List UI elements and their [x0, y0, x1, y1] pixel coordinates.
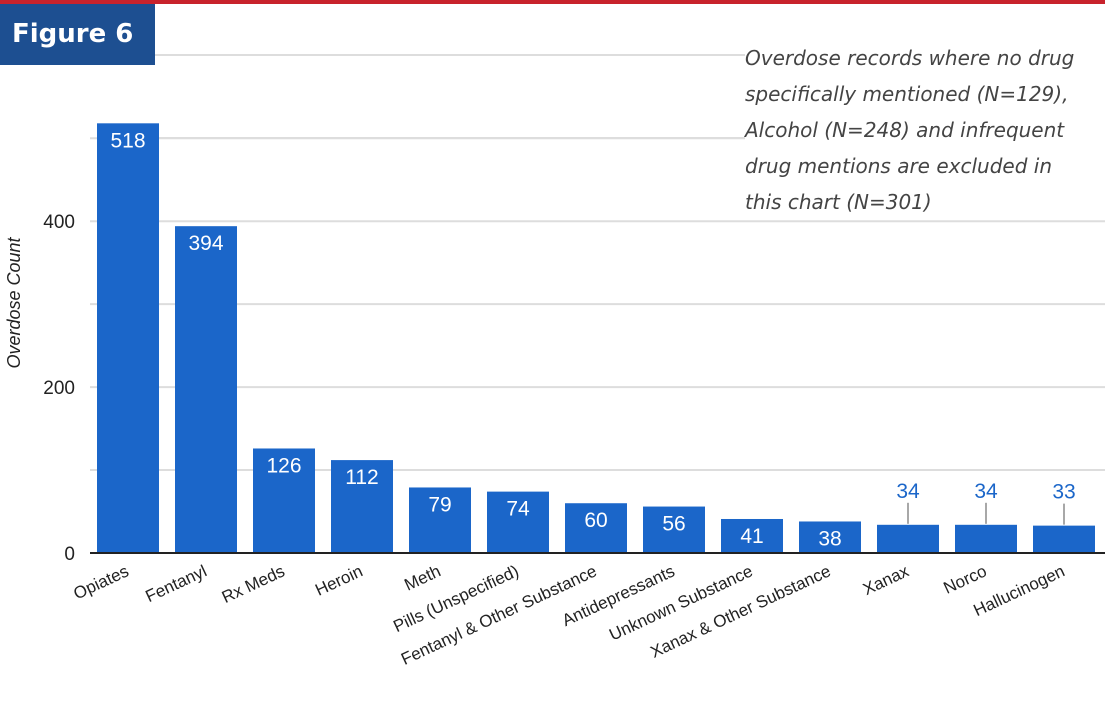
bar	[1033, 525, 1095, 553]
x-category-label: Fentanyl	[143, 561, 210, 606]
y-axis-label: Overdose Count	[4, 236, 24, 368]
data-label: 518	[110, 129, 145, 152]
figure-label: Figure 6	[0, 4, 155, 65]
data-label: 126	[266, 454, 301, 477]
y-tick-label: 400	[43, 212, 75, 233]
chart-note-line: this chart (N=301)	[745, 190, 932, 214]
chart-note-line: Alcohol (N=248) and infrequent	[745, 118, 1065, 142]
data-label: 60	[584, 509, 607, 532]
bar	[643, 506, 705, 553]
data-label: 41	[740, 525, 763, 548]
data-label: 112	[345, 466, 378, 489]
bar	[331, 460, 393, 553]
bar	[97, 123, 159, 553]
bar	[877, 524, 939, 553]
data-label: 34	[896, 480, 920, 503]
bar	[409, 487, 471, 553]
data-label: 74	[506, 498, 530, 521]
bar	[487, 491, 549, 553]
y-tick-label: 0	[64, 544, 75, 565]
x-category-label: Heroin	[312, 561, 365, 599]
x-category-label: Opiates	[71, 561, 132, 603]
x-category-label: Meth	[401, 561, 443, 594]
chart-note: Overdose records where no drug specifica…	[745, 40, 1105, 220]
bar	[253, 448, 315, 553]
data-label: 79	[428, 493, 451, 516]
data-label: 394	[188, 232, 223, 255]
x-category-label: Xanax	[860, 561, 912, 599]
chart-note-line: Overdose records where no drug	[745, 46, 1075, 70]
chart-note-line: specifically mentioned (N=129),	[745, 82, 1069, 106]
data-label: 56	[662, 513, 685, 536]
bar	[955, 524, 1017, 553]
y-axis-ticks: 0 200 400	[43, 212, 75, 565]
bar	[799, 521, 861, 553]
top-rule	[0, 0, 1105, 4]
bar	[565, 503, 627, 553]
y-tick-label: 200	[43, 378, 75, 399]
x-category-label: Rx Meds	[219, 561, 288, 607]
bars	[97, 123, 1095, 553]
data-label: 34	[974, 480, 998, 503]
data-labels: 518 394 126 112 79 74 60 56 41 38 34 34 33	[110, 129, 1075, 550]
x-category-label: Norco	[941, 561, 990, 597]
data-label: 38	[818, 527, 841, 550]
data-label: 33	[1052, 481, 1075, 504]
chart-note-line: drug mentions are excluded in	[745, 154, 1052, 178]
bar	[175, 226, 237, 553]
bar	[721, 518, 783, 553]
